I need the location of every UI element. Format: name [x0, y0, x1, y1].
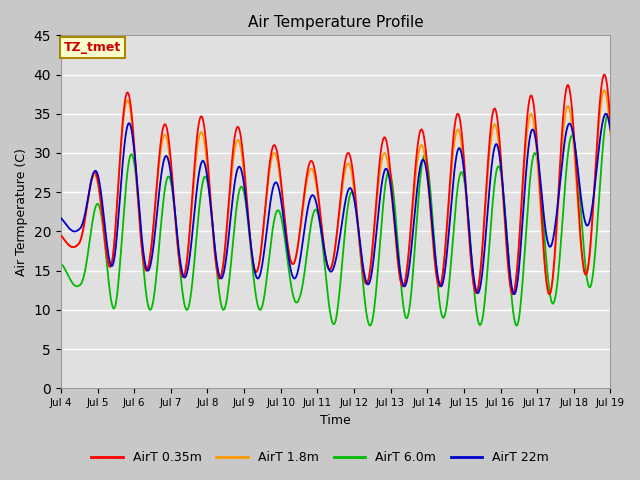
- Legend: AirT 0.35m, AirT 1.8m, AirT 6.0m, AirT 22m: AirT 0.35m, AirT 1.8m, AirT 6.0m, AirT 2…: [86, 446, 554, 469]
- Y-axis label: Air Termperature (C): Air Termperature (C): [15, 148, 28, 276]
- Text: TZ_tmet: TZ_tmet: [63, 41, 121, 54]
- X-axis label: Time: Time: [320, 414, 351, 427]
- Title: Air Temperature Profile: Air Temperature Profile: [248, 15, 424, 30]
